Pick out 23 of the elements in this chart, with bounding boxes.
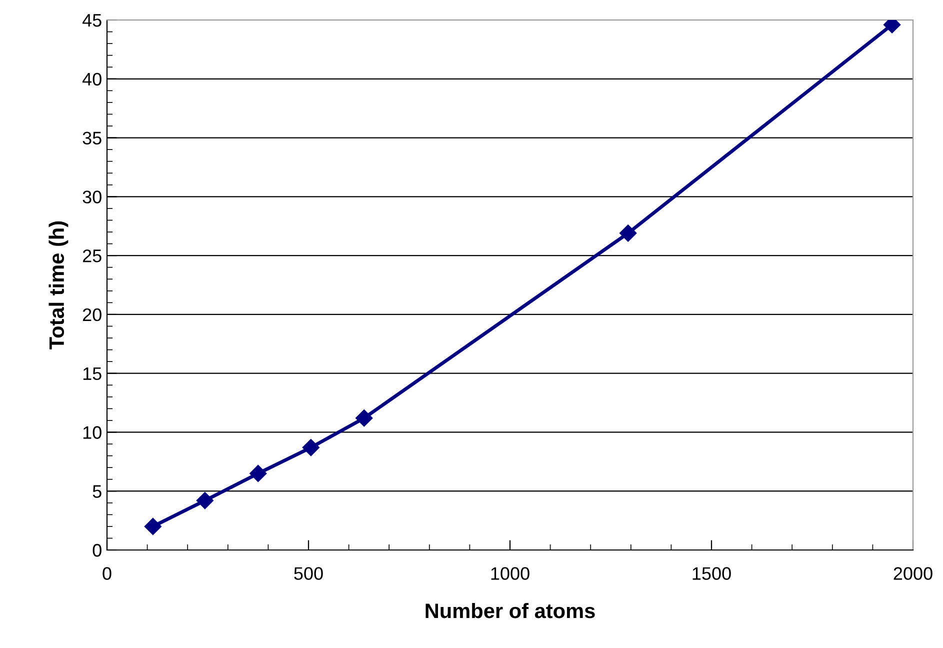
y-axis-title: Total time (h) bbox=[48, 221, 68, 350]
point bbox=[302, 438, 320, 456]
x-tick-label: 500 bbox=[294, 567, 323, 580]
y-tick-label: 25 bbox=[82, 249, 102, 262]
x-axis-title: Number of atoms bbox=[426, 602, 595, 618]
point bbox=[196, 492, 214, 510]
y-tick-label: 40 bbox=[82, 72, 102, 86]
x-tick-label: 0 bbox=[102, 567, 112, 580]
y-tick-label: 5 bbox=[92, 485, 102, 498]
point bbox=[250, 464, 267, 482]
y-tick-label: 10 bbox=[83, 426, 102, 439]
y-tick-label: 15 bbox=[83, 367, 102, 380]
point bbox=[356, 410, 373, 427]
point bbox=[144, 518, 162, 535]
y-tick-label: 0 bbox=[92, 544, 102, 557]
point bbox=[620, 224, 637, 242]
y-tick-label: 20 bbox=[82, 308, 102, 322]
x-tick-label: 2000 bbox=[894, 567, 932, 580]
x-tick-label: 1500 bbox=[692, 567, 731, 580]
y-tick-label: 35 bbox=[82, 132, 102, 144]
y-tick-label: 30 bbox=[82, 190, 102, 204]
y-tick-label: 45 bbox=[82, 14, 102, 27]
x-tick-label: 1000 bbox=[491, 567, 530, 580]
